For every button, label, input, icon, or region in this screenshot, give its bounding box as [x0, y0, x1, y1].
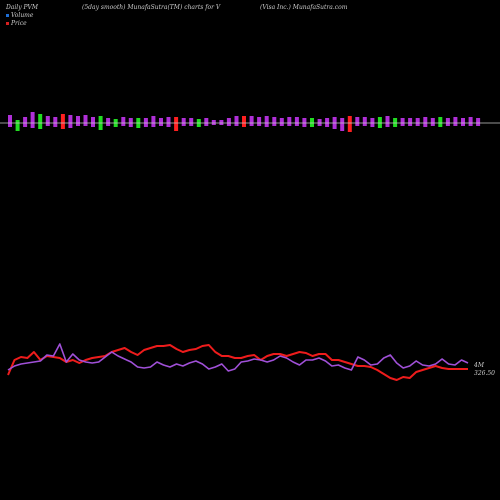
volume-bar [430, 118, 435, 126]
volume-bar [151, 116, 156, 127]
volume-bar [159, 118, 163, 126]
volume-bar [461, 118, 465, 126]
volume-bar [38, 114, 43, 129]
volume-bar [166, 117, 171, 127]
legend-price-swatch [6, 22, 9, 25]
volume-annotation: 4M [473, 362, 485, 369]
volume-bar [445, 118, 450, 126]
volume-bar [106, 118, 111, 126]
volume-bar [294, 117, 299, 126]
volume-bar [143, 118, 148, 127]
price-line [7, 344, 468, 381]
volume-bar [438, 117, 443, 127]
legend-price-label: Price [11, 20, 27, 27]
volume-bar [355, 117, 360, 126]
chart-header-center: (5day smooth) MunafaSutra(TM) charts for… [82, 4, 221, 11]
price-volume-lines [7, 343, 469, 381]
volume-bar [211, 120, 216, 125]
volume-bar [468, 117, 473, 126]
volume-bar [310, 118, 314, 127]
volume-bar [128, 118, 133, 127]
volume-bar [121, 117, 126, 126]
volume-bar [415, 118, 420, 126]
volume-bar [377, 117, 382, 128]
volume-bar [287, 117, 292, 126]
volume-bar [8, 115, 12, 127]
volume-bar [30, 112, 35, 128]
volume-bars [8, 112, 481, 132]
chart-header-right: (Visa Inc.) MunafaSutra.com [260, 4, 348, 11]
volume-bar [408, 118, 413, 126]
volume-bar [347, 116, 352, 132]
volume-bar [91, 117, 95, 127]
volume-bar [476, 118, 481, 126]
volume-bar [60, 114, 65, 129]
volume-bar [362, 117, 367, 126]
volume-bar [204, 118, 209, 126]
volume-bar [226, 118, 231, 126]
volume-bar [340, 118, 345, 131]
volume-bar [242, 116, 246, 127]
volume-bar [272, 117, 277, 126]
volume-bar [264, 116, 269, 127]
price-annotation: 326.50 [474, 370, 495, 377]
volume-bar [219, 120, 224, 125]
volume-line [7, 343, 469, 372]
volume-bar [279, 118, 284, 126]
volume-bar [400, 118, 405, 126]
volume-bar [423, 117, 428, 127]
volume-bar [317, 119, 322, 126]
volume-bar [15, 120, 20, 131]
legend-price: Price [6, 20, 27, 27]
volume-bar [23, 117, 28, 127]
volume-bar [189, 118, 194, 126]
chart-header-left: Daily PVM [6, 4, 39, 11]
volume-bar [68, 115, 73, 128]
volume-bar [370, 118, 375, 127]
volume-bar [249, 116, 254, 126]
legend-volume-label: Volume [11, 12, 34, 19]
volume-bar [181, 118, 186, 126]
volume-bar [393, 118, 398, 127]
volume-bar [385, 116, 390, 127]
legend-volume-swatch [6, 14, 9, 17]
volume-bar [325, 118, 330, 127]
volume-bar [257, 117, 262, 126]
volume-bar [174, 117, 179, 131]
volume-bar [453, 117, 458, 126]
volume-bar [83, 115, 88, 126]
volume-bar [76, 116, 80, 126]
volume-bar [53, 117, 58, 127]
volume-bar [234, 116, 239, 126]
legend-volume: Volume [6, 12, 33, 19]
volume-bar [45, 116, 50, 126]
volume-bar [302, 118, 307, 127]
